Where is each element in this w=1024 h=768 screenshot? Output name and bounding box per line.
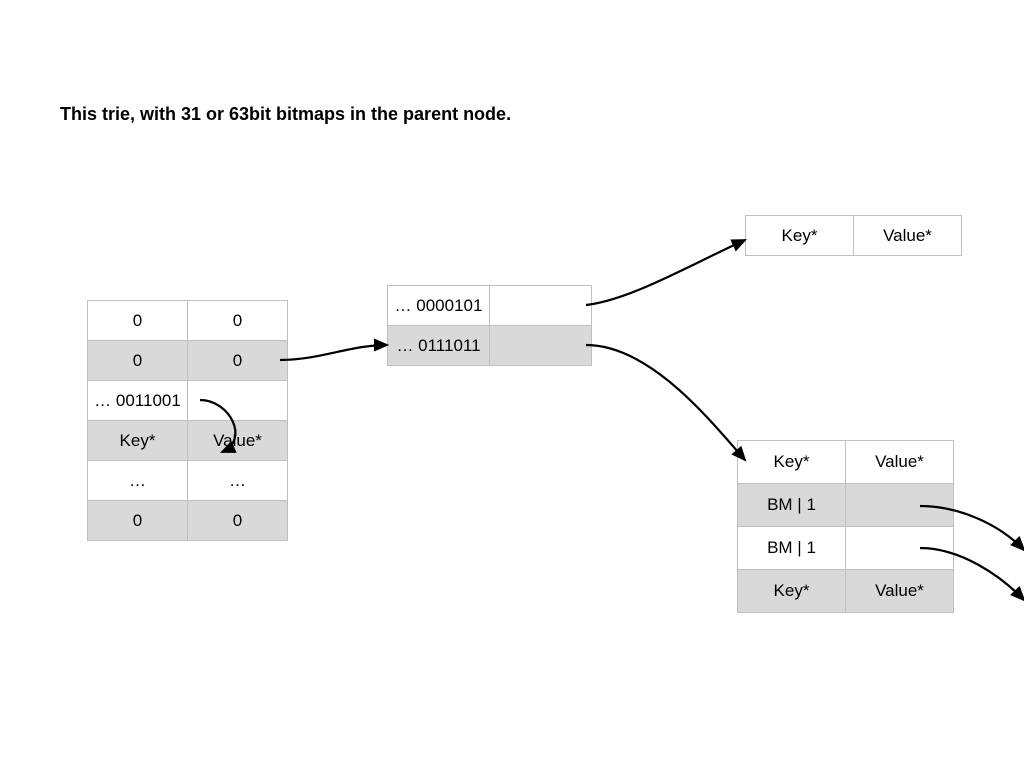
- table-left-cell: Key*: [88, 421, 188, 461]
- table-right: Key*Value*BM | 1BM | 1Key*Value*: [737, 440, 954, 613]
- table-left-cell: [188, 381, 288, 421]
- table-right-cell: Key*: [738, 441, 846, 484]
- diagram-stage: This trie, with 31 or 63bit bitmaps in t…: [0, 0, 1024, 768]
- table-left-cell: … 0011001: [88, 381, 188, 421]
- table-right-cell: [846, 484, 954, 527]
- table-middle-cell: [490, 286, 592, 326]
- table-right-cell: Value*: [846, 570, 954, 613]
- table-middle-cell: [490, 326, 592, 366]
- table-left-cell: 0: [188, 501, 288, 541]
- table-left-cell: 0: [88, 301, 188, 341]
- arrow-middle-r1-to-right: [586, 345, 745, 460]
- table-left-cell: 0: [188, 301, 288, 341]
- diagram-heading: This trie, with 31 or 63bit bitmaps in t…: [60, 104, 511, 125]
- table-top-cell: Key*: [746, 216, 854, 256]
- arrow-left-to-middle: [280, 345, 387, 360]
- table-right-cell: BM | 1: [738, 527, 846, 570]
- table-left-cell: …: [188, 461, 288, 501]
- table-left-cell: 0: [88, 501, 188, 541]
- table-left: 0000… 0011001Key*Value*……00: [87, 300, 288, 541]
- table-right-cell: Key*: [738, 570, 846, 613]
- table-right-cell: [846, 527, 954, 570]
- table-top-cell: Value*: [854, 216, 962, 256]
- table-middle-cell: … 0000101: [388, 286, 490, 326]
- table-left-cell: …: [88, 461, 188, 501]
- table-top: Key*Value*: [745, 215, 962, 256]
- table-left-cell: 0: [188, 341, 288, 381]
- arrow-middle-r0-to-top: [586, 240, 745, 305]
- table-left-cell: 0: [88, 341, 188, 381]
- table-middle-cell: … 0111011: [388, 326, 490, 366]
- table-left-cell: Value*: [188, 421, 288, 461]
- table-middle: … 0000101… 0111011: [387, 285, 592, 366]
- table-right-cell: Value*: [846, 441, 954, 484]
- table-right-cell: BM | 1: [738, 484, 846, 527]
